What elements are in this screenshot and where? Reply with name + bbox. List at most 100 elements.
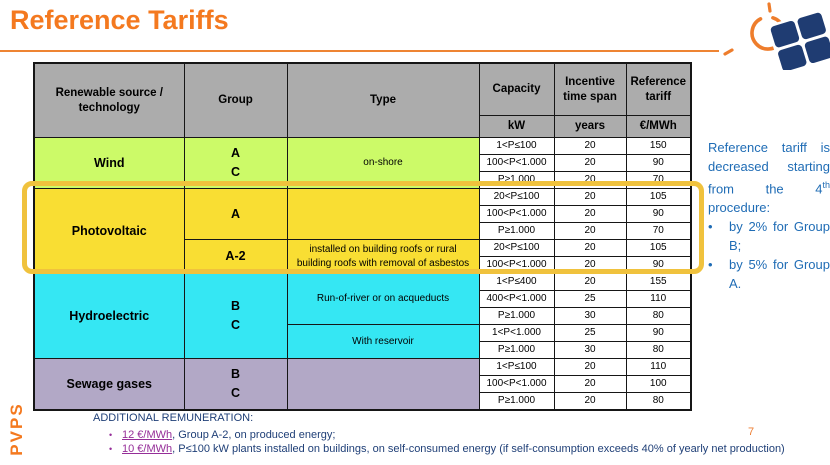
years-cell: 20 xyxy=(553,154,627,172)
tariff-table: Renewable source / technology Group Type… xyxy=(33,62,692,411)
years-cell: 20 xyxy=(553,375,627,393)
footer-bullet: • 12 €/MWh, Group A-2, on produced energ… xyxy=(93,428,825,442)
header-type: Type xyxy=(286,62,480,138)
type-cell-pv-a2: installed on building roofs or rural bui… xyxy=(286,239,480,274)
side-note-text: Reference tariff is decreased starting f… xyxy=(708,140,830,216)
tariff-link-10[interactable]: 10 €/MWh xyxy=(122,443,173,455)
tariff-cell: 80 xyxy=(625,307,692,325)
header-time-span: Incentive time span xyxy=(553,62,627,116)
group-cell-wind: A C xyxy=(183,137,288,189)
capacity-cell: 400<P<1.000 xyxy=(478,290,555,308)
footer-heading: ADDITIONAL REMUNERATION: xyxy=(93,412,254,424)
capacity-cell: 1<P≤100 xyxy=(478,358,555,376)
type-cell-pv-a xyxy=(286,188,480,240)
unit-time-span: years xyxy=(553,115,627,138)
source-cell-wind: Wind xyxy=(33,137,185,189)
source-cell-hydroelectric: Hydroelectric xyxy=(33,273,185,359)
tariff-cell: 155 xyxy=(625,273,692,291)
tariff-cell: 110 xyxy=(625,358,692,376)
capacity-cell: P≥1.000 xyxy=(478,392,555,411)
source-cell-photovoltaic: Photovoltaic xyxy=(33,188,185,274)
bullet-icon: • xyxy=(708,219,713,235)
tariff-cell: 90 xyxy=(625,205,692,223)
tariff-link-12[interactable]: 12 €/MWh xyxy=(122,429,173,441)
tariff-cell: 100 xyxy=(625,375,692,393)
tariff-cell: 80 xyxy=(625,392,692,411)
capacity-cell: 20<P≤100 xyxy=(478,239,555,257)
footer-bullet-text: , Group A-2, on produced energy; xyxy=(172,429,336,441)
group-line: C xyxy=(230,165,241,179)
capacity-cell: 1<P≤400 xyxy=(478,273,555,291)
type-cell-wind: on-shore xyxy=(286,137,480,189)
capacity-cell: P≥1.000 xyxy=(478,171,555,189)
group-line: B xyxy=(230,299,241,314)
capacity-cell: P≥1.000 xyxy=(478,307,555,325)
capacity-cell: 100<P<1.000 xyxy=(478,154,555,172)
type-cell-sewage xyxy=(286,358,480,411)
side-note-bullet: • by 5% for Group A. xyxy=(708,257,830,292)
capacity-cell: 100<P<1.000 xyxy=(478,256,555,274)
tariff-cell: 90 xyxy=(625,256,692,274)
years-cell: 20 xyxy=(553,222,627,240)
header-source: Renewable source / technology xyxy=(33,62,185,138)
unit-tariff: €/MWh xyxy=(625,115,692,138)
tariff-cell: 70 xyxy=(625,222,692,240)
group-line: A xyxy=(230,146,241,161)
type-cell-with-reservoir: With reservoir xyxy=(286,324,480,359)
years-cell: 20 xyxy=(553,256,627,274)
group-line: C xyxy=(230,386,241,400)
tariff-cell: 150 xyxy=(625,137,692,155)
tariff-cell: 70 xyxy=(625,171,692,189)
years-cell: 30 xyxy=(553,341,627,359)
source-cell-sewage-gases: Sewage gases xyxy=(33,358,185,411)
years-cell: 20 xyxy=(553,273,627,291)
tariff-cell: 80 xyxy=(625,341,692,359)
title-divider xyxy=(0,50,719,52)
footer-bullet: • 10 €/MWh, P≤100 kW plants installed on… xyxy=(93,442,825,456)
tariff-cell: 105 xyxy=(625,188,692,206)
footer-bullet-text: , P≤100 kW plants installed on buildings… xyxy=(172,443,785,455)
page-title: Reference Tariffs xyxy=(10,5,229,35)
bullet-icon: • xyxy=(109,444,113,454)
pvps-vertical-label: PVPS xyxy=(7,402,26,456)
side-note: Reference tariff is decreased starting f… xyxy=(708,138,830,293)
years-cell: 20 xyxy=(553,358,627,376)
years-cell: 20 xyxy=(553,137,627,155)
unit-capacity: kW xyxy=(478,115,555,138)
side-note-bullet: • by 2% for Group B; xyxy=(708,219,830,254)
years-cell: 20 xyxy=(553,392,627,411)
group-line: C xyxy=(230,318,241,332)
years-cell: 25 xyxy=(553,324,627,342)
header-capacity: Capacity xyxy=(478,62,555,116)
capacity-cell: P≥1.000 xyxy=(478,222,555,240)
capacity-cell: 1<P≤100 xyxy=(478,137,555,155)
group-cell-pv-a2: A-2 xyxy=(183,239,288,274)
header-group: Group xyxy=(183,62,288,138)
years-cell: 25 xyxy=(553,290,627,308)
years-cell: 20 xyxy=(553,205,627,223)
type-cell-run-of-river: Run-of-river or on acqueducts xyxy=(286,273,480,325)
capacity-cell: 20<P≤100 xyxy=(478,188,555,206)
solar-panel-icon xyxy=(767,9,830,70)
years-cell: 20 xyxy=(553,239,627,257)
pvps-logo xyxy=(723,2,830,70)
tariff-cell: 110 xyxy=(625,290,692,308)
capacity-cell: 100<P<1.000 xyxy=(478,375,555,393)
group-cell-hydro: B C xyxy=(183,273,288,359)
type-line: building roofs with removal of asbestos xyxy=(296,257,470,269)
group-line: B xyxy=(230,367,241,382)
tariff-cell: 90 xyxy=(625,324,692,342)
years-cell: 30 xyxy=(553,307,627,325)
capacity-cell: 100<P<1.000 xyxy=(478,205,555,223)
bullet-icon: • xyxy=(109,430,113,440)
bullet-icon: • xyxy=(708,257,713,273)
group-cell-sewage: B C xyxy=(183,358,288,411)
page-number: 7 xyxy=(748,426,755,438)
type-line: installed on building roofs or rural xyxy=(309,244,457,255)
capacity-cell: 1<P<1.000 xyxy=(478,324,555,342)
tariff-cell: 90 xyxy=(625,154,692,172)
tariff-cell: 105 xyxy=(625,239,692,257)
group-cell-pv-a: A xyxy=(183,188,288,240)
additional-remuneration-note: ADDITIONAL REMUNERATION: • 12 €/MWh, Gro… xyxy=(93,411,825,456)
